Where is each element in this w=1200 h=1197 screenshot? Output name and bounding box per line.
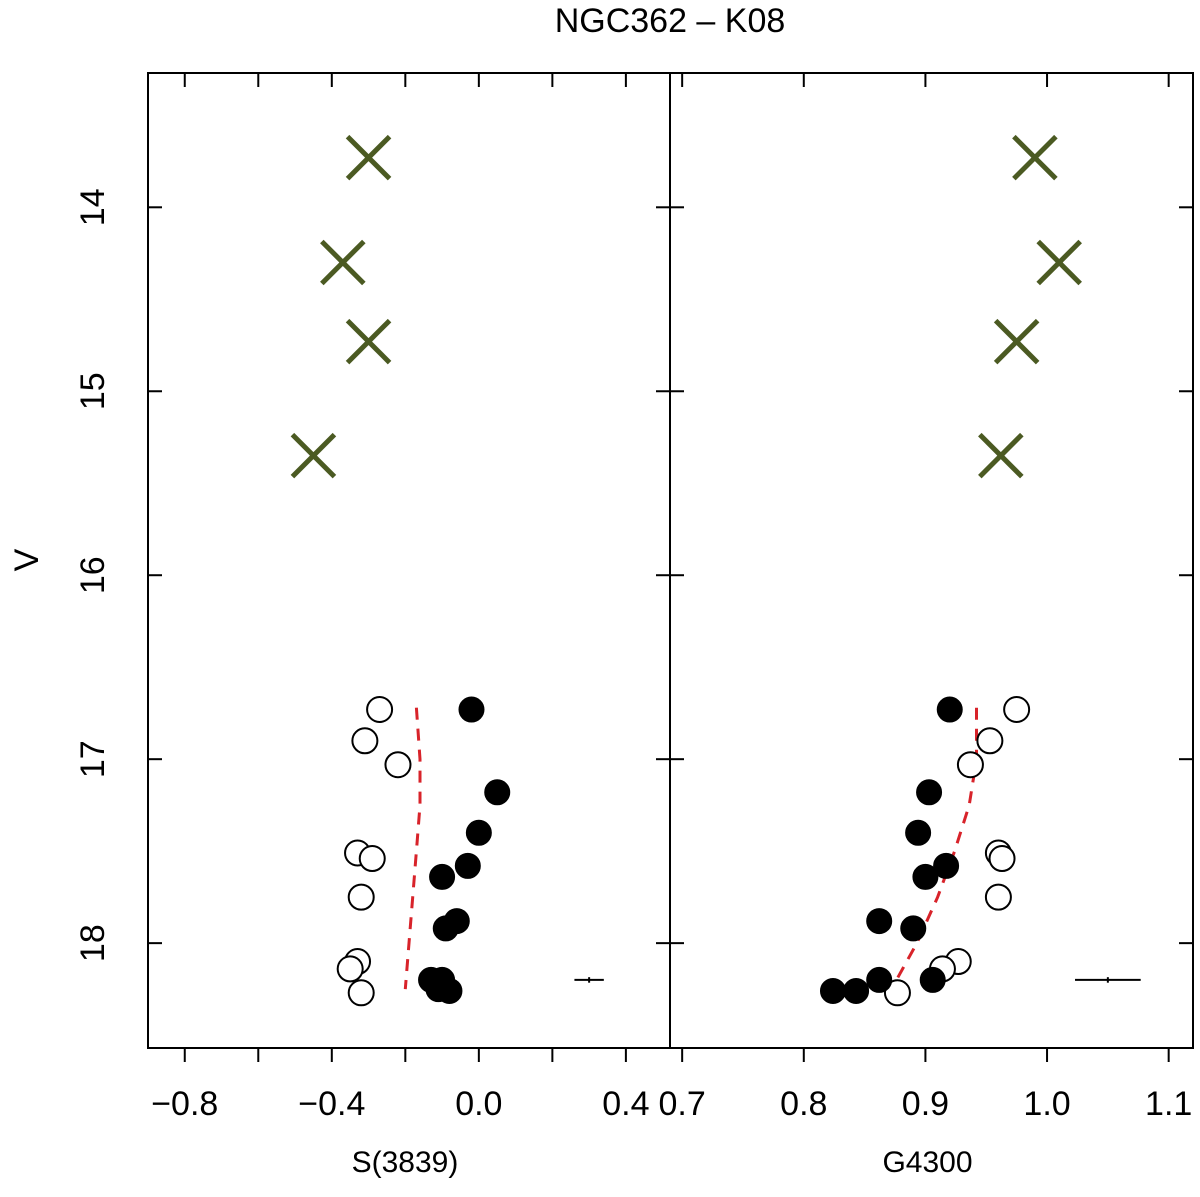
filled-circle-point [458,696,485,723]
filled-circle-point [436,977,463,1004]
filled-circle-point [900,915,927,942]
x-tick-label: 1.0 [1023,1085,1070,1123]
open-circle-point [984,883,1012,911]
panel-g4300: 0.7 0.8 0.9 1.0 1.1 G4300 [659,72,1194,1179]
panel-s3839: −0.8 −0.4 0.0 0.4 S(3839) [147,72,671,1179]
filled-circle-point [484,779,511,806]
filled-circle-point [819,977,846,1004]
cross-marker [290,432,337,479]
filled-circle-point [432,915,459,942]
y-axis: 14 15 16 17 18 [74,188,112,962]
open-circle-point [347,883,375,911]
filled-circle-point [454,852,481,879]
filled-circle-point [916,779,943,806]
x-tick-label: 1.1 [1145,1085,1192,1123]
filled-circle-point [933,852,960,879]
x-tick-label: 0.0 [455,1085,502,1123]
open-circle-point [976,727,1004,755]
marks-s3839 [290,134,604,1007]
cross-marker [345,134,392,181]
open-circle-point [351,727,379,755]
filled-circle-point [905,819,932,846]
open-circle-point [988,845,1016,873]
cross-marker [345,318,392,365]
open-circle-point [384,751,412,779]
open-circle-point [956,751,984,779]
open-circle-point [366,696,394,724]
y-tick-label: 18 [74,924,112,962]
panel-frame [669,72,1194,1049]
cross-marker [1012,134,1058,181]
x-tick-label: 0.4 [602,1085,649,1123]
x-tick-label: 0.7 [659,1085,706,1123]
x-axis-s3839: −0.8 −0.4 0.0 0.4 [148,73,670,1123]
x-tick-label: −0.4 [298,1085,365,1123]
x-axis-g4300: 0.7 0.8 0.9 1.0 1.1 [659,73,1193,1123]
filled-circle-point [919,966,946,993]
y-tick-label: 14 [74,188,112,226]
chart-title: NGC362 – K08 [555,2,786,40]
fit-line [403,707,422,990]
error-bar [1075,977,1141,983]
cross-marker [993,318,1040,365]
cross-marker [1036,239,1082,286]
cross-marker [320,239,366,286]
cross-marker [978,432,1024,479]
y-axis-label: V [8,548,46,571]
open-circle-point [1003,696,1031,724]
marks-g4300 [819,134,1141,1007]
filled-circle-point [843,977,870,1004]
y-tick-label: 16 [74,556,112,594]
open-circle-point [347,979,375,1007]
y-tick-label: 17 [74,740,112,778]
filled-circle-point [866,966,893,993]
x-tick-label: 0.8 [780,1085,827,1123]
panel-frame [147,72,671,1049]
filled-circle-point [912,863,939,890]
open-circle-point [883,979,911,1007]
open-circle-point [358,845,386,873]
x-axis-label-s3839: S(3839) [352,1146,459,1179]
open-circle-point [336,955,364,983]
x-axis-label-g4300: G4300 [882,1146,972,1179]
filled-circle-point [429,863,456,890]
y-tick-label: 15 [74,372,112,410]
x-tick-label: 0.9 [902,1085,949,1123]
filled-circle-point [465,819,492,846]
filled-circle-point [936,696,963,723]
filled-circle-point [866,908,893,935]
fit-line [890,707,978,990]
error-bar [574,977,604,983]
x-tick-label: −0.8 [151,1085,218,1123]
